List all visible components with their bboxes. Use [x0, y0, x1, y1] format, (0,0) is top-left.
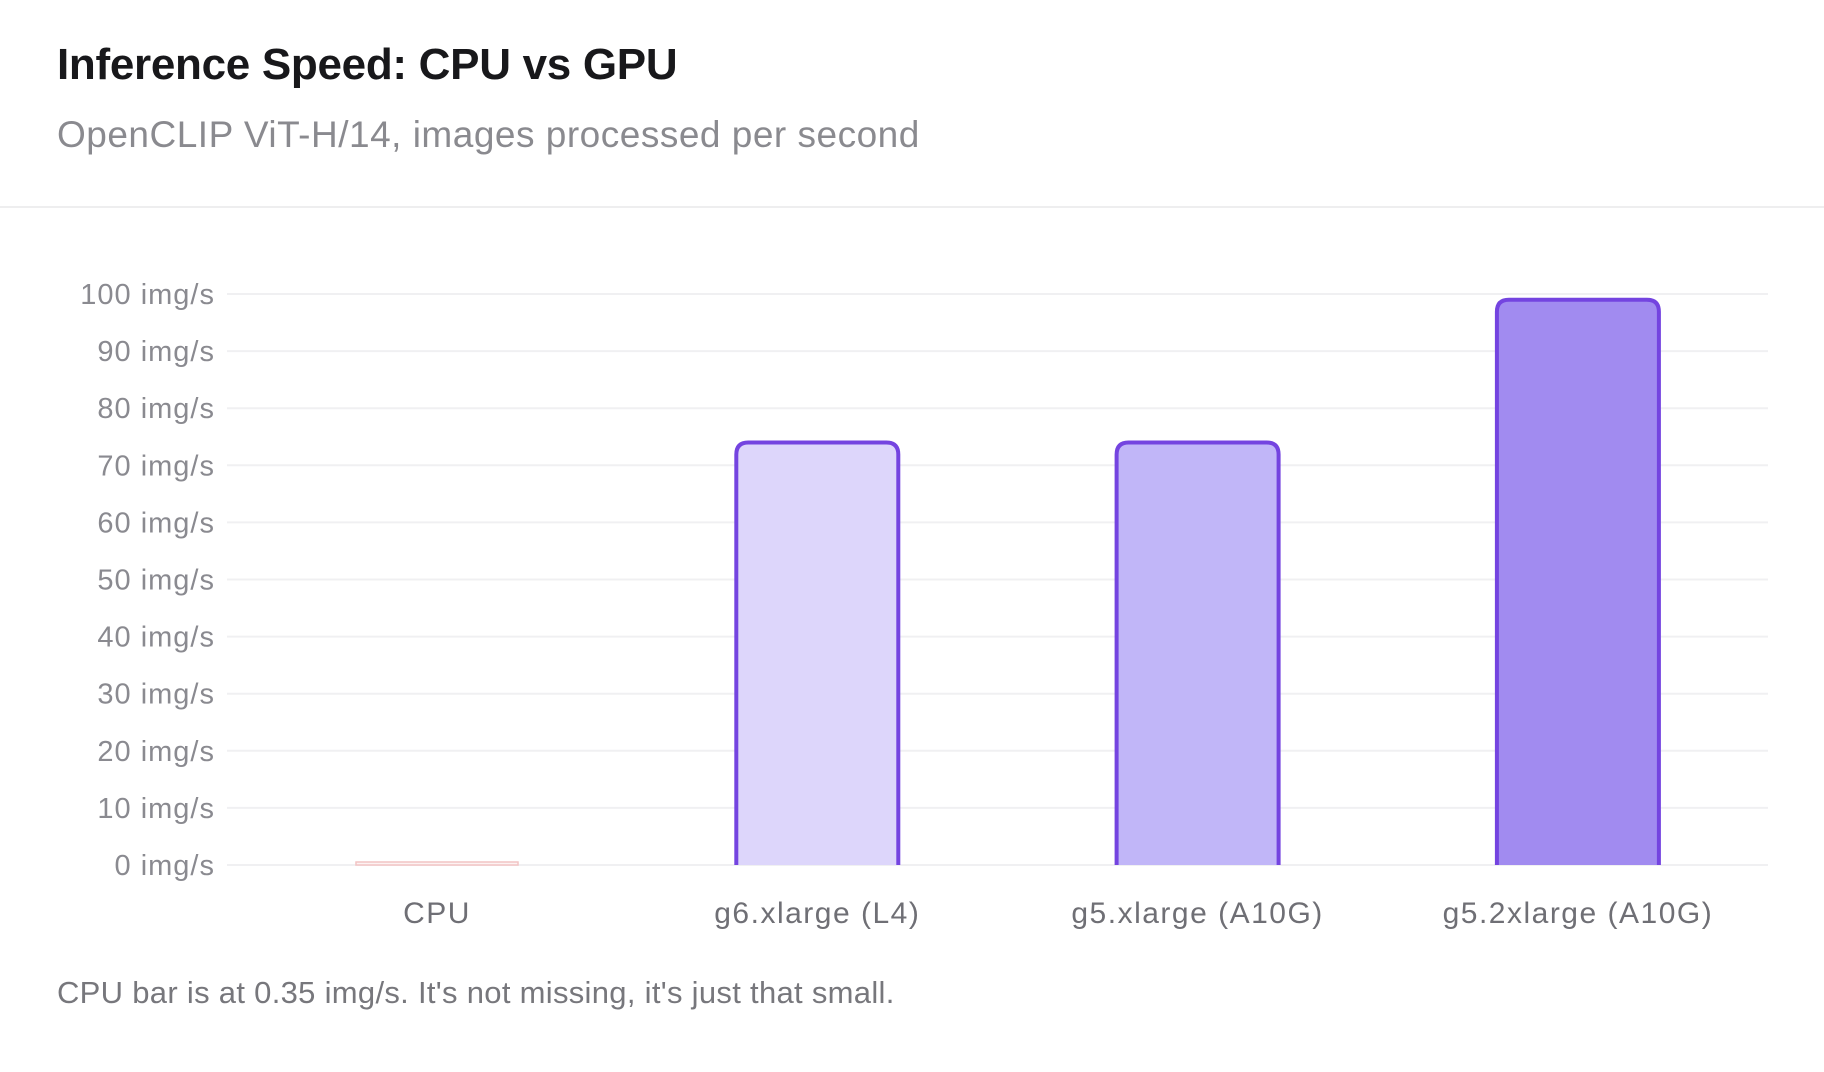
x-tick-label: CPU — [403, 897, 471, 930]
chart-footnote: CPU bar is at 0.35 img/s. It's not missi… — [57, 975, 895, 1010]
y-tick-label: 0 img/s — [115, 850, 215, 882]
bar — [1494, 297, 1661, 865]
y-tick-label: 50 img/s — [97, 565, 215, 597]
x-tick-label: g5.2xlarge (A10G) — [1443, 897, 1714, 930]
y-tick-label: 60 img/s — [97, 507, 215, 539]
bar — [1114, 440, 1281, 865]
y-tick-label: 80 img/s — [97, 393, 215, 425]
bar — [355, 861, 519, 866]
y-tick-label: 30 img/s — [97, 679, 215, 711]
y-tick-label: 10 img/s — [97, 793, 215, 825]
x-tick-label: g5.xlarge (A10G) — [1071, 897, 1323, 930]
bar — [734, 440, 901, 865]
chart-title: Inference Speed: CPU vs GPU — [57, 40, 678, 89]
y-tick-label: 20 img/s — [97, 736, 215, 768]
chart-subtitle: OpenCLIP ViT-H/14, images processed per … — [57, 114, 920, 155]
x-tick-label: g6.xlarge (L4) — [714, 897, 920, 930]
y-tick-label: 70 img/s — [97, 450, 215, 482]
y-tick-label: 40 img/s — [97, 622, 215, 654]
y-tick-label: 100 img/s — [80, 279, 215, 311]
header-divider — [0, 206, 1824, 208]
y-tick-label: 90 img/s — [97, 336, 215, 368]
